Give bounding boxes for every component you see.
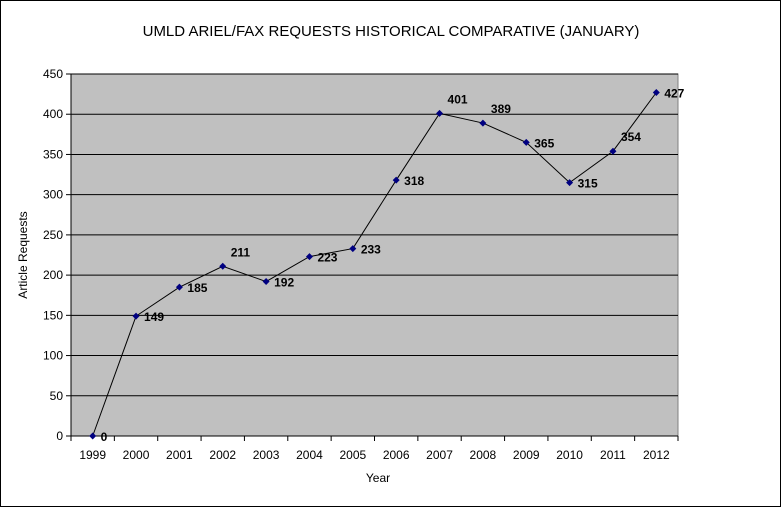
- x-tick-label: 2005: [339, 448, 366, 462]
- y-tick-label: 400: [43, 107, 63, 121]
- data-point: [349, 245, 357, 253]
- data-point: [219, 262, 227, 270]
- x-tick-label: 2000: [123, 448, 150, 462]
- x-tick-label: 2001: [166, 448, 193, 462]
- y-tick-label: 50: [50, 389, 64, 403]
- series-line: [92, 92, 657, 437]
- y-tick-label: 300: [43, 188, 63, 202]
- data-point: [522, 138, 530, 146]
- data-label: 223: [317, 251, 337, 265]
- x-tick-label: 2010: [556, 448, 583, 462]
- x-tick-label: 2002: [209, 448, 236, 462]
- data-label: 354: [621, 130, 641, 144]
- data-label: 149: [144, 310, 164, 324]
- x-tick-label: 2003: [253, 448, 280, 462]
- data-label: 318: [404, 174, 424, 188]
- x-tick-label: 2007: [426, 448, 453, 462]
- x-tick-label: 1999: [79, 448, 106, 462]
- data-point: [566, 179, 574, 187]
- data-point: [652, 89, 660, 97]
- data-point: [89, 432, 97, 440]
- x-tick-label: 2009: [513, 448, 540, 462]
- data-label: 389: [491, 102, 511, 116]
- data-label: 233: [361, 243, 381, 257]
- y-tick-label: 100: [43, 349, 63, 363]
- data-label: 401: [448, 92, 468, 106]
- data-point: [262, 278, 270, 286]
- x-tick-label: 2011: [600, 448, 626, 462]
- data-label: 0: [101, 430, 108, 444]
- data-label: 211: [231, 245, 251, 259]
- plot-area: [70, 73, 679, 437]
- y-tick-label: 450: [43, 67, 63, 81]
- y-tick-label: 350: [43, 147, 63, 161]
- data-label: 185: [187, 281, 207, 295]
- data-point: [305, 253, 313, 261]
- y-axis-label: Article Requests: [16, 211, 30, 298]
- x-tick-label: 2012: [643, 448, 670, 462]
- data-point: [392, 176, 400, 184]
- y-tick-label: 0: [56, 429, 63, 443]
- x-axis-label: Year: [366, 471, 390, 485]
- chart-title: UMLD ARIEL/FAX REQUESTS HISTORICAL COMPA…: [143, 23, 640, 40]
- y-tick-label: 150: [43, 308, 63, 322]
- data-point: [175, 283, 183, 291]
- data-point: [479, 119, 487, 127]
- data-point: [609, 147, 617, 155]
- y-tick-label: 250: [43, 228, 63, 242]
- data-label: 192: [274, 276, 294, 290]
- data-point: [132, 312, 140, 320]
- x-tick-label: 2006: [383, 448, 410, 462]
- data-label: 315: [578, 177, 598, 191]
- data-label: 365: [534, 136, 554, 150]
- x-tick-label: 2004: [296, 448, 323, 462]
- y-tick-label: 200: [43, 268, 63, 282]
- data-label: 427: [664, 87, 684, 101]
- x-tick-label: 2008: [470, 448, 497, 462]
- data-point: [436, 109, 444, 117]
